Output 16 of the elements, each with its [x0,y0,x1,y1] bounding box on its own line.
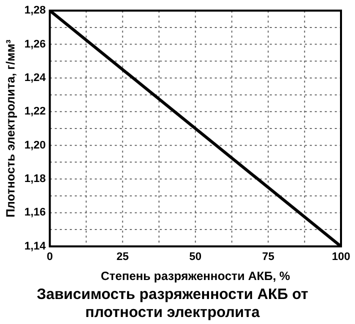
y-tick-label: 1,14 [24,240,47,252]
x-tick-label: 25 [116,251,129,264]
x-tick-label: 100 [332,251,350,264]
y-axis-title: Плотность электролита, г/мм³ [4,40,18,218]
x-tick-label: 75 [262,251,274,264]
y-tick-label: 1,20 [24,139,46,152]
y-tick-label: 1,16 [24,206,46,219]
x-tick-label: 0 [46,251,53,264]
y-tick-label: 1,22 [24,106,46,118]
y-tick-label: 1,28 [24,4,46,17]
y-tick-label: 1,26 [24,38,46,50]
y-tick-label: 1,18 [24,173,46,186]
text: Зависимость разряженности АКБ от плотности электролита [36,286,308,322]
y-tick-label: 1,24 [24,72,47,84]
x-axis-title: Степень разряженности АКБ, % [100,269,290,284]
x-tick-label: 50 [189,251,202,264]
